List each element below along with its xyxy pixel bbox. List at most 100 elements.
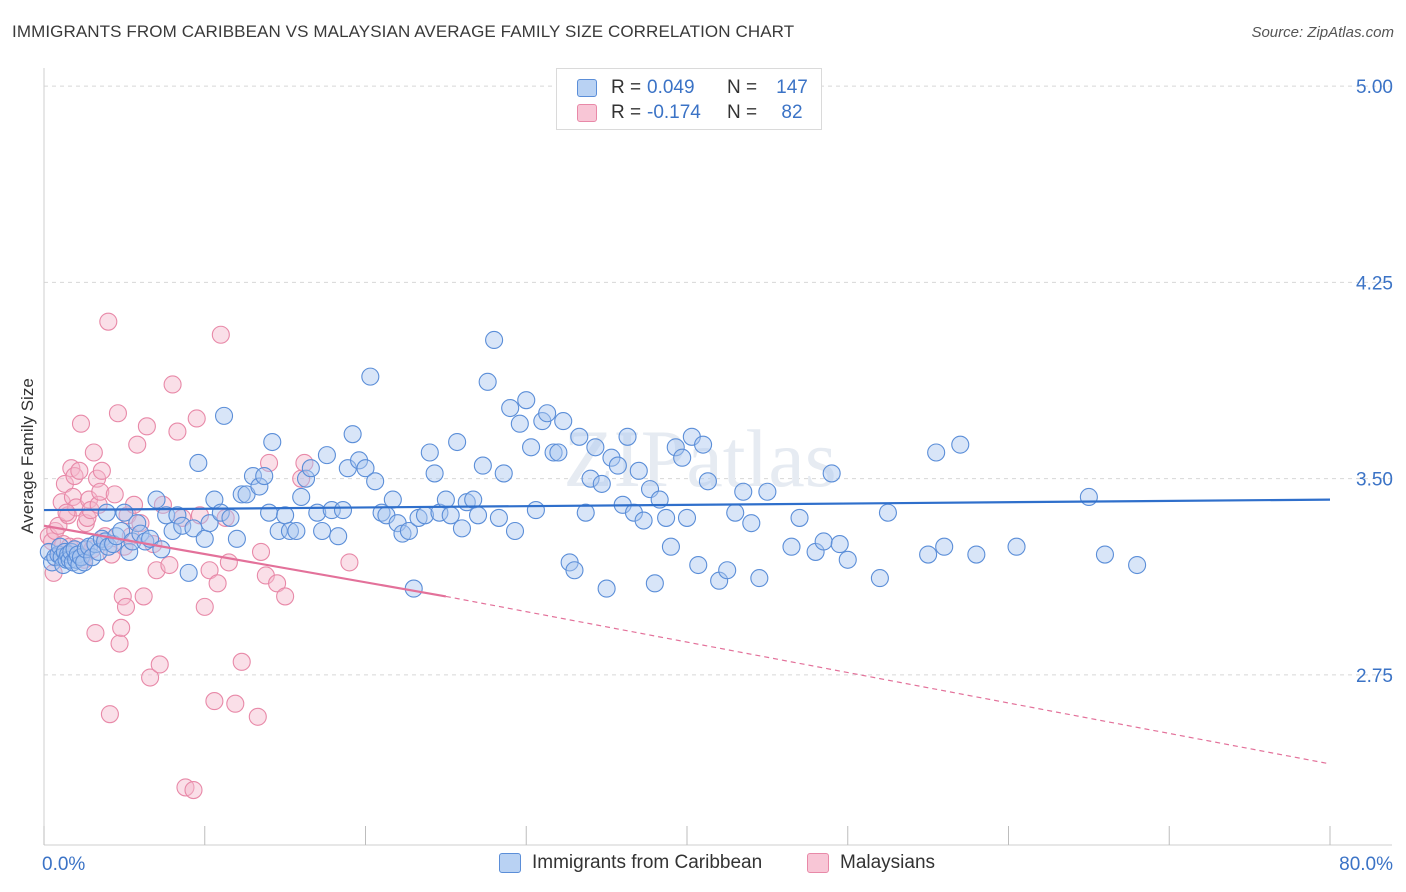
caribbean-point	[189, 453, 208, 473]
caribbean-point	[366, 472, 385, 491]
caribbean-point	[221, 508, 240, 527]
legend-n-label: N =	[727, 102, 758, 123]
caribbean-point	[549, 443, 568, 462]
caribbean-point	[1095, 545, 1114, 564]
caribbean-point	[152, 540, 171, 559]
malaysians-point	[116, 597, 136, 616]
caribbean-point	[292, 487, 311, 507]
grid-lines	[44, 85, 1392, 676]
caribbean-point	[448, 432, 467, 452]
malaysians-trend-line	[43, 524, 447, 598]
caribbean-point	[544, 443, 563, 462]
caribbean-point	[554, 412, 573, 431]
malaysians-point	[248, 707, 267, 726]
malaysians-point	[57, 503, 76, 522]
malaysians-point	[276, 587, 295, 606]
malaysians-point	[113, 587, 132, 606]
y-tick-label: 2.75	[1356, 666, 1393, 687]
malaysians-point	[150, 655, 169, 674]
malaysians-point	[134, 587, 153, 606]
malaysians-point	[86, 623, 105, 643]
bottom-legend-swatch-pink	[807, 853, 829, 873]
caribbean-point	[565, 561, 584, 580]
caribbean-point	[758, 482, 777, 501]
caribbean-point	[343, 425, 362, 444]
malaysians-point	[128, 435, 147, 454]
caribbean-point	[629, 461, 648, 480]
caribbean-point	[473, 456, 492, 475]
caribbean-point	[645, 574, 664, 593]
malaysians-point	[163, 375, 182, 394]
axes	[43, 68, 1392, 846]
caribbean-point	[522, 438, 541, 457]
y-tick-label: 4.25	[1356, 273, 1393, 294]
caribbean-point	[742, 514, 761, 533]
caribbean-point	[468, 506, 488, 525]
malaysians-point	[232, 652, 251, 671]
caribbean-point	[280, 521, 299, 541]
bottom-legend-label: Immigrants from Caribbean	[532, 852, 763, 873]
malaysians-point	[340, 553, 359, 572]
caribbean-point	[726, 503, 745, 522]
stats-legend: R = 0.049 N = 147 R = -0.174 N = 82	[556, 68, 822, 130]
malaysians-trend-extension	[445, 595, 1331, 765]
caribbean-point	[232, 485, 251, 504]
caribbean-point	[673, 448, 692, 467]
malaysians-point	[251, 542, 271, 561]
caribbean-point	[420, 443, 439, 462]
malaysians-point	[71, 414, 91, 433]
legend-swatch-pink	[577, 104, 597, 122]
malaysians-point	[268, 574, 287, 593]
caribbean-point	[214, 406, 234, 425]
y-tick-labels: 2.75 3.50 4.25 5.00	[1356, 77, 1393, 687]
malaysians-point	[55, 474, 74, 493]
caribbean-point	[255, 466, 274, 486]
caribbean-point	[173, 516, 192, 535]
caribbean-point	[425, 464, 444, 483]
malaysians-point	[160, 555, 179, 575]
caribbean-point	[718, 561, 737, 580]
caribbean-point	[313, 521, 332, 541]
caribbean-point	[661, 537, 680, 556]
caribbean-point	[967, 545, 986, 564]
caribbean-point	[927, 443, 946, 462]
malaysians-point	[195, 597, 214, 616]
caribbean-point	[935, 537, 954, 556]
malaysians-point	[190, 506, 209, 525]
malaysians-point	[137, 417, 156, 436]
caribbean-point	[618, 427, 637, 446]
y-tick-label: 5.00	[1356, 77, 1393, 98]
caribbean-point	[822, 464, 841, 483]
caribbean-point	[597, 579, 616, 598]
caribbean-point	[287, 521, 306, 541]
bottom-legend-swatch-blue	[499, 853, 521, 873]
caribbean-point	[436, 490, 455, 509]
malaysians-point	[226, 694, 245, 713]
legend-swatch-blue	[577, 79, 597, 97]
caribbean-point	[227, 529, 246, 548]
caribbean-point	[526, 501, 545, 520]
malaysians-point	[84, 443, 103, 462]
caribbean-point	[608, 456, 627, 475]
caribbean-point	[734, 482, 753, 501]
caribbean-point	[97, 503, 116, 522]
caribbean-trend-line	[43, 498, 1331, 512]
legend-r-value: -0.174	[647, 102, 701, 123]
caribbean-point	[329, 527, 348, 546]
chart-title: IMMIGRANTS FROM CARIBBEAN VS MALAYSIAN A…	[12, 22, 795, 41]
malaysians-point	[168, 422, 187, 441]
caribbean-point	[333, 501, 353, 520]
caribbean-point	[452, 519, 472, 538]
malaysians-point	[141, 668, 160, 687]
caribbean-point	[694, 435, 713, 454]
caribbean-point	[689, 555, 708, 575]
trend-lines	[43, 498, 1331, 765]
caribbean-point	[517, 391, 536, 410]
caribbean-point	[404, 579, 423, 598]
caribbean-point	[147, 490, 166, 509]
caribbean-point	[383, 490, 402, 509]
malaysians-point	[70, 461, 89, 480]
malaysians-point	[92, 461, 111, 480]
caribbean-point	[951, 435, 970, 454]
caribbean-point	[1079, 487, 1098, 507]
